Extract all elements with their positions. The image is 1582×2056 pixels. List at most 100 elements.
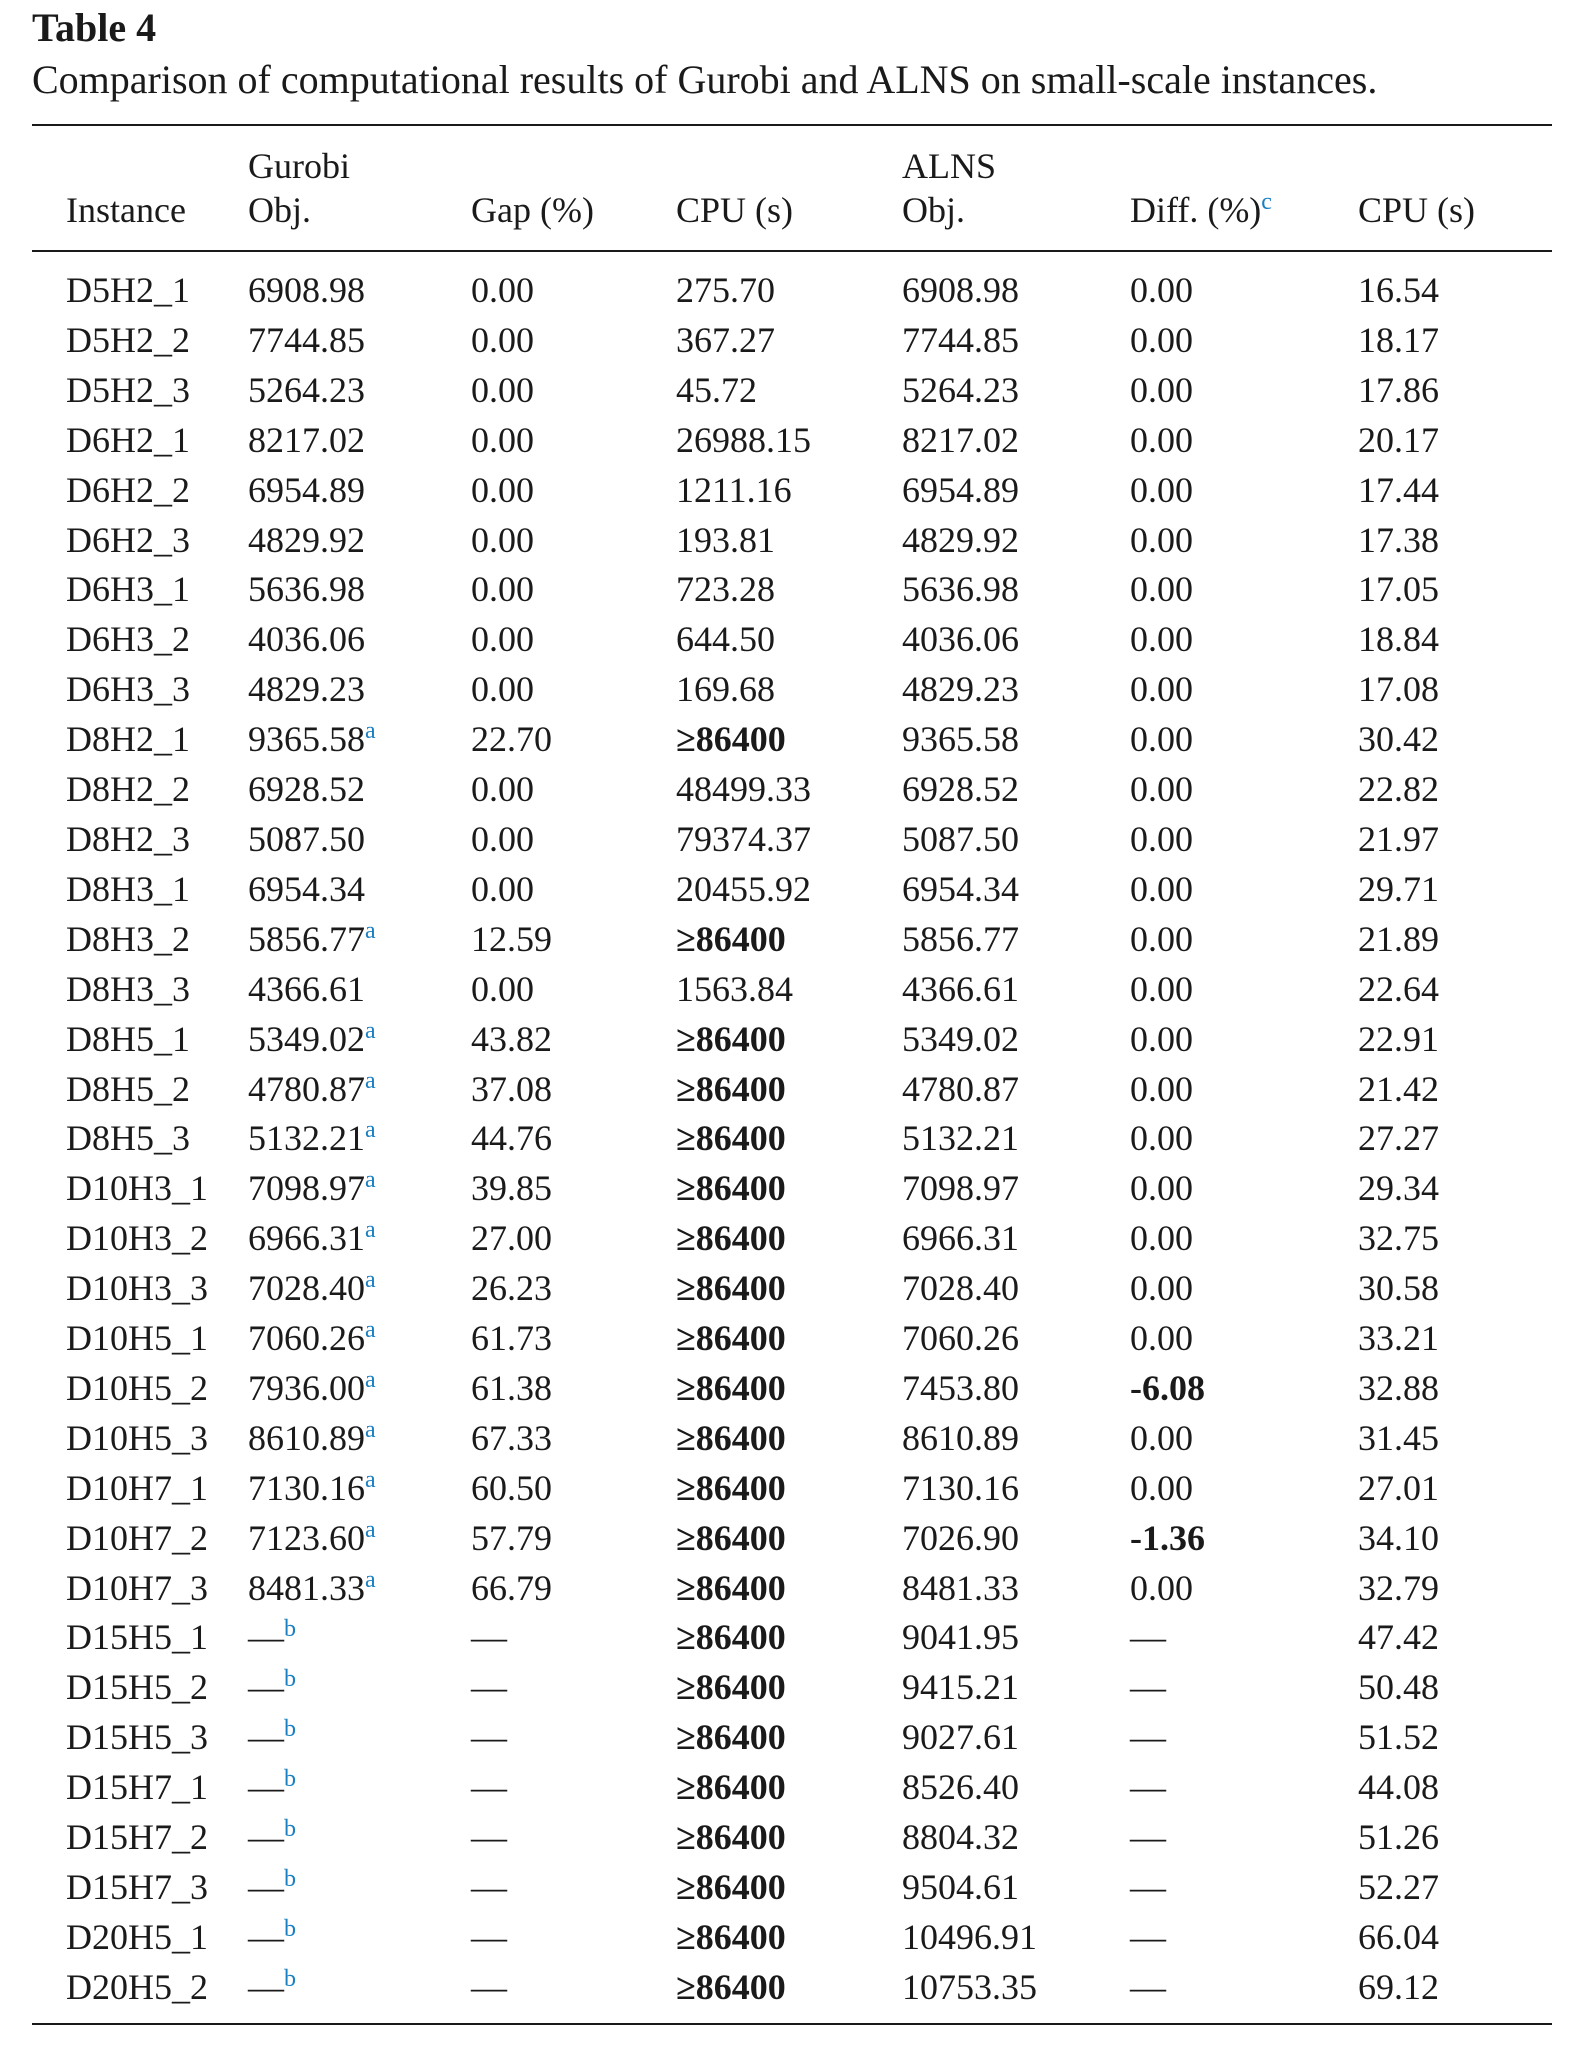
cell-gurobi-cpu: ≥86400: [676, 1667, 786, 1708]
gurobi-obj-value: —: [248, 1717, 284, 1758]
cell-gurobi-obj: —b: [248, 1613, 471, 1663]
cell-diff: -1.36: [1130, 1517, 1205, 1558]
cell-instance: D15H5_2: [66, 1667, 208, 1708]
cell-gap: 22.70: [471, 719, 552, 760]
cell-instance: D8H2_2: [66, 769, 190, 810]
table-row: D5H2_1 6908.98 0.00 275.70 6908.98 0.00 16.54: [32, 251, 1552, 316]
cell-alns-cpu: 30.42: [1358, 719, 1439, 760]
cell-alns-cpu: 52.27: [1358, 1867, 1439, 1907]
cell-alns-obj: 5132.21: [902, 1118, 1019, 1159]
cell-gurobi-obj: —b: [248, 1713, 471, 1763]
cell-alns-obj: 6966.31: [902, 1218, 1019, 1259]
header-diff: Diff. (%)c: [1130, 188, 1358, 251]
cell-diff: 0.00: [1130, 1018, 1193, 1059]
cell-gurobi-obj: 5264.23: [248, 366, 471, 416]
table-row: D15H5_1 —b — ≥86400 9041.95—47.42: [32, 1613, 1552, 1663]
cell-alns-cpu: 33.21: [1358, 1318, 1439, 1359]
cell-alns-obj: 4366.61: [902, 968, 1019, 1009]
cell-gurobi-cpu: ≥86400: [676, 1318, 786, 1359]
cell-gurobi-obj: 7123.60a: [248, 1514, 471, 1564]
cell-diff: 0.00: [1130, 1417, 1193, 1458]
gurobi-obj-value: 7744.85: [248, 319, 365, 360]
table-row: D10H3_2 6966.31a 27.00 ≥86400 6966.31 0.00 32.…: [32, 1214, 1552, 1264]
table-row: D6H2_1 8217.02 0.00 26988.15 8217.02 0.00 20.1…: [32, 416, 1552, 466]
footnote-marker: a: [365, 917, 376, 944]
table-row: D10H7_1 7130.16a 60.50 ≥86400 7130.16 0.00 27.…: [32, 1464, 1552, 1514]
footnote-marker: a: [365, 1267, 376, 1294]
cell-gap: 0.00: [471, 619, 534, 660]
footnote-marker: b: [284, 1716, 296, 1743]
cell-diff: 0.00: [1130, 469, 1193, 510]
gurobi-obj-value: —: [248, 1667, 284, 1708]
footnote-marker: b: [284, 1866, 296, 1892]
cell-alns-obj: 8526.40: [902, 1767, 1019, 1808]
cell-instance: D10H5_3: [66, 1417, 208, 1458]
cell-gap: 0.00: [471, 769, 534, 810]
cell-alns-obj: 8481.33: [902, 1567, 1019, 1608]
cell-gap: 67.33: [471, 1417, 552, 1458]
cell-gurobi-obj: —b: [248, 1763, 471, 1813]
cell-alns-cpu: 18.17: [1358, 319, 1439, 360]
cell-gurobi-obj: 6928.52: [248, 765, 471, 815]
cell-gurobi-cpu: ≥86400: [676, 1867, 786, 1907]
cell-diff: —: [1130, 1667, 1166, 1708]
header-instance: Instance: [66, 190, 186, 230]
table-row: D10H7_2 7123.60a 57.79 ≥86400 7026.90 -1.36 34…: [32, 1514, 1552, 1564]
table-row: D5H2_3 5264.23 0.00 45.72 5264.23 0.00 17.86: [32, 366, 1552, 416]
cell-gurobi-obj: 4829.23: [248, 665, 471, 715]
cell-gap: 60.50: [471, 1467, 552, 1508]
cell-alns-obj: 6954.89: [902, 469, 1019, 510]
gurobi-obj-value: 7123.60: [248, 1517, 365, 1558]
cell-gurobi-obj: 6966.31a: [248, 1214, 471, 1264]
cell-gurobi-cpu: ≥86400: [676, 1268, 786, 1309]
gurobi-obj-value: 4036.06: [248, 619, 365, 660]
cell-gurobi-cpu: ≥86400: [676, 1567, 786, 1608]
cell-instance: D5H2_3: [66, 369, 190, 410]
cell-diff: —: [1130, 1717, 1166, 1758]
table-row: D8H3_1 6954.34 0.00 20455.92 6954.34 0.00 29.7…: [32, 865, 1552, 915]
table-row: D15H7_3 —b — ≥86400 9504.61—52.27: [32, 1863, 1552, 1913]
table-row: D6H3_3 4829.23 0.00 169.68 4829.23 0.00 17.08: [32, 665, 1552, 715]
gurobi-obj-value: —: [248, 1867, 284, 1907]
cell-gurobi-obj: 8610.89a: [248, 1414, 471, 1464]
cell-instance: D8H5_1: [66, 1018, 190, 1059]
cell-alns-obj: 7453.80: [902, 1367, 1019, 1408]
cell-gurobi-cpu: ≥86400: [676, 1068, 786, 1109]
cell-instance: D10H7_1: [66, 1467, 208, 1508]
cell-alns-obj: 10496.91: [902, 1916, 1037, 1957]
cell-gurobi-obj: 5087.50: [248, 815, 471, 865]
cell-diff: 0.00: [1130, 769, 1193, 810]
cell-instance: D10H7_2: [66, 1517, 208, 1558]
cell-diff: 0.00: [1130, 669, 1193, 710]
table-row: D8H2_3 5087.50 0.00 79374.37 5087.50 0.00 21.9…: [32, 815, 1552, 865]
cell-gap: —: [471, 1767, 507, 1808]
cell-alns-cpu: 47.42: [1358, 1617, 1439, 1658]
cell-diff: —: [1130, 1916, 1166, 1957]
cell-gurobi-cpu: ≥86400: [676, 918, 786, 959]
cell-alns-cpu: 22.64: [1358, 968, 1439, 1009]
header-group-row: Gurobi ALNS: [32, 125, 1552, 188]
cell-alns-cpu: 27.27: [1358, 1118, 1439, 1159]
table-body: D5H2_1 6908.98 0.00 275.70 6908.98 0.00 16.54 D…: [32, 251, 1552, 2024]
cell-gurobi-obj: 4829.92: [248, 516, 471, 566]
cell-diff: 0.00: [1130, 419, 1193, 460]
cell-gap: 43.82: [471, 1018, 552, 1059]
cell-instance: D10H5_2: [66, 1367, 208, 1408]
header-empty: [32, 125, 248, 188]
header-alns-cpu: CPU (s): [1358, 190, 1476, 230]
cell-gurobi-obj: —b: [248, 1663, 471, 1713]
footnote-marker: b: [284, 1666, 296, 1693]
cell-gap: 57.79: [471, 1517, 552, 1558]
cell-alns-obj: 5636.98: [902, 569, 1019, 610]
cell-alns-cpu: 17.38: [1358, 519, 1439, 560]
cell-instance: D10H3_1: [66, 1168, 208, 1209]
cell-instance: D15H7_1: [66, 1767, 208, 1808]
cell-alns-cpu: 22.82: [1358, 769, 1439, 810]
cell-alns-cpu: 30.58: [1358, 1268, 1439, 1309]
header-group-alns: ALNS: [902, 146, 997, 186]
cell-gap: 44.76: [471, 1118, 552, 1159]
cell-gurobi-obj: 9365.58a: [248, 715, 471, 765]
cell-gap: —: [471, 1717, 507, 1758]
cell-diff: —: [1130, 1767, 1166, 1808]
gurobi-obj-value: —: [248, 1966, 284, 2007]
